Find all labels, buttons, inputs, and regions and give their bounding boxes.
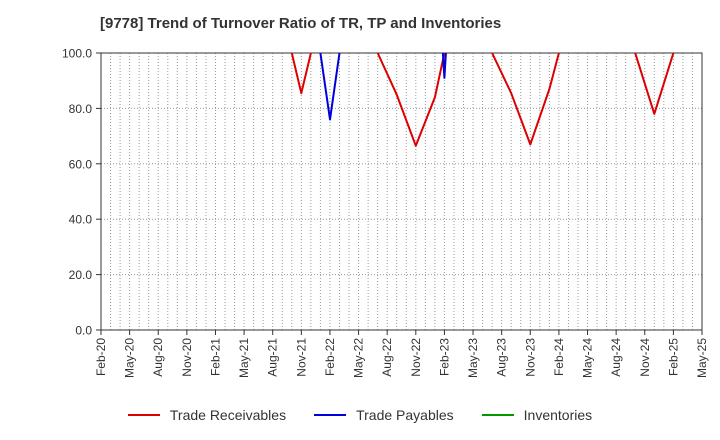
x-tick-label: Aug-23 [495, 338, 509, 377]
legend-swatch-trade-payables [314, 414, 347, 416]
legend-item-inventories: Inventories [481, 407, 593, 423]
x-tick-label: May-21 [237, 338, 251, 378]
x-tick-label: Aug-20 [151, 338, 165, 377]
y-tick-label: 60.0 [69, 157, 93, 171]
x-tick-label: May-24 [581, 338, 595, 378]
x-tick-label: Nov-24 [638, 338, 652, 377]
legend-label-trade-payables: Trade Payables [356, 407, 454, 423]
x-tick-label: Aug-21 [266, 338, 280, 377]
x-tick-label: Feb-24 [552, 338, 566, 376]
chart-title: [9778] Trend of Turnover Ratio of TR, TP… [100, 15, 502, 32]
x-tick-label: Feb-22 [323, 338, 337, 376]
y-tick-label: 20.0 [69, 268, 93, 282]
legend-swatch-inventories [481, 414, 514, 416]
series-line-trade-payables [441, 53, 447, 79]
x-tick-label: May-25 [695, 338, 709, 378]
y-tick-label: 40.0 [69, 213, 93, 227]
y-tick-label: 80.0 [69, 102, 93, 116]
series-line-trade-payables [319, 53, 341, 121]
y-tick-label: 0.0 [75, 324, 92, 338]
series-line-trade-receivables [491, 53, 560, 146]
x-tick-label: Feb-21 [208, 338, 222, 376]
x-tick-label: Nov-20 [180, 338, 194, 377]
legend-item-trade-receivables: Trade Receivables [127, 407, 287, 423]
series-line-trade-receivables [634, 53, 675, 115]
plot-frame [100, 52, 703, 331]
legend-label-trade-receivables: Trade Receivables [169, 407, 287, 423]
series-line-trade-receivables [290, 53, 312, 95]
x-tick-label: May-22 [352, 338, 366, 378]
legend: Trade Receivables Trade Payables Invento… [0, 403, 720, 427]
x-tick-label: Feb-23 [437, 338, 451, 376]
x-tick-label: Nov-23 [523, 338, 537, 377]
legend-label-inventories: Inventories [523, 407, 593, 423]
x-tick-label: May-23 [466, 338, 480, 378]
legend-item-trade-payables: Trade Payables [314, 407, 454, 423]
legend-swatch-trade-receivables [127, 414, 160, 416]
y-tick-label: 100.0 [62, 47, 92, 61]
x-tick-label: Feb-25 [666, 338, 680, 376]
series-line-trade-receivables [376, 53, 446, 147]
x-tick-label: Nov-22 [409, 338, 423, 377]
x-tick-label: Nov-21 [294, 338, 308, 377]
x-tick-label: Aug-24 [609, 338, 623, 377]
x-tick-label: May-20 [123, 338, 137, 378]
x-tick-label: Feb-20 [94, 338, 108, 376]
x-tick-label: Aug-22 [380, 338, 394, 377]
